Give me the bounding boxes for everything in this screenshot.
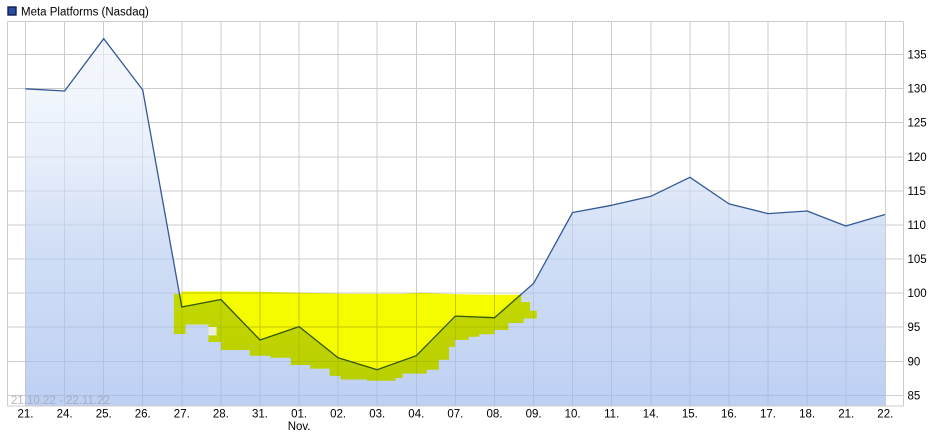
svg-text:01.: 01. [291, 409, 307, 421]
svg-text:110: 110 [908, 220, 926, 232]
svg-text:120: 120 [908, 152, 927, 164]
svg-text:31.: 31. [252, 409, 268, 421]
svg-text:21.: 21. [18, 409, 34, 421]
svg-text:10.: 10. [565, 409, 581, 421]
svg-text:28.: 28. [213, 409, 229, 421]
svg-text:25.: 25. [96, 409, 112, 421]
svg-text:95: 95 [908, 322, 921, 334]
svg-text:09.: 09. [526, 409, 542, 421]
svg-text:16.: 16. [721, 409, 737, 421]
svg-text:Nov.: Nov. [288, 421, 311, 433]
svg-text:22.: 22. [877, 409, 893, 421]
svg-text:Meta Platforms (Nasdaq): Meta Platforms (Nasdaq) [21, 7, 149, 19]
svg-text:08.: 08. [487, 409, 503, 421]
svg-text:04.: 04. [408, 409, 424, 421]
svg-text:100: 100 [908, 288, 927, 300]
svg-text:07.: 07. [447, 409, 463, 421]
svg-text:21.: 21. [838, 409, 854, 421]
svg-text:85: 85 [908, 390, 921, 402]
svg-text:11.: 11. [604, 409, 619, 421]
svg-text:15.: 15. [682, 409, 698, 421]
svg-text:14.: 14. [643, 409, 659, 421]
svg-text:115: 115 [908, 186, 926, 198]
svg-text:130: 130 [908, 84, 927, 96]
svg-text:135: 135 [908, 50, 927, 62]
svg-text:26.: 26. [135, 409, 151, 421]
svg-text:125: 125 [908, 118, 927, 130]
svg-text:03.: 03. [369, 409, 385, 421]
svg-text:90: 90 [908, 356, 921, 368]
svg-text:17.: 17. [760, 409, 776, 421]
svg-text:24.: 24. [57, 409, 73, 421]
svg-text:02.: 02. [330, 409, 346, 421]
svg-text:27.: 27. [174, 409, 190, 421]
svg-text:105: 105 [908, 254, 927, 266]
svg-text:18.: 18. [799, 409, 815, 421]
svg-text:21.10.22 - 22.11.22: 21.10.22 - 22.11.22 [11, 395, 110, 407]
